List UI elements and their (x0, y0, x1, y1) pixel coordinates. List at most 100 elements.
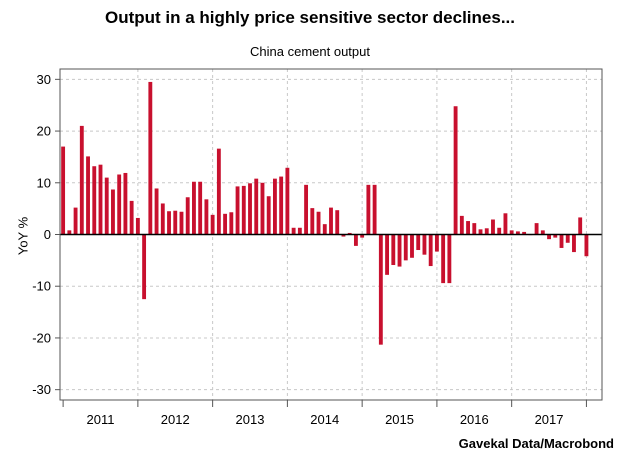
bar (129, 200, 134, 235)
chart-subtitle: China cement output (250, 44, 370, 59)
bar (572, 234, 576, 253)
bar (447, 234, 452, 284)
bar (372, 184, 377, 235)
bar (484, 228, 489, 235)
bar (410, 234, 414, 258)
y-tick-label: 30 (37, 72, 51, 87)
bar (466, 221, 470, 235)
bar (160, 203, 165, 235)
bar (565, 234, 570, 243)
y-tick-label: 0 (44, 227, 51, 242)
x-tick-label: 2014 (310, 412, 339, 427)
bar (248, 183, 252, 235)
bar (104, 177, 109, 235)
bar (441, 234, 446, 284)
bar (266, 196, 271, 235)
bar (584, 234, 589, 257)
bar (279, 176, 284, 235)
bar (540, 230, 545, 235)
bar (223, 213, 228, 235)
bar (459, 215, 464, 235)
y-tick-label: 10 (37, 175, 51, 190)
bar (291, 227, 296, 235)
bar (272, 178, 277, 235)
bar (335, 210, 340, 235)
bar (391, 234, 396, 266)
bar (403, 234, 408, 261)
x-tick-label: 2016 (460, 412, 489, 427)
bar (316, 211, 321, 235)
x-tick-label: 2012 (161, 412, 190, 427)
bar (204, 199, 209, 235)
bar (297, 227, 302, 235)
bar (329, 207, 333, 235)
bar (198, 181, 203, 235)
bar (92, 166, 97, 235)
bar (453, 106, 458, 235)
bar (142, 234, 147, 300)
x-tick-label: 2013 (236, 412, 265, 427)
bar (111, 189, 115, 235)
bar (578, 217, 583, 235)
bar (123, 172, 128, 235)
bar (378, 234, 383, 345)
bar (497, 227, 502, 235)
bar (185, 197, 190, 235)
bar (385, 234, 390, 275)
bar (472, 223, 477, 235)
bar (559, 234, 564, 248)
bar (67, 230, 72, 235)
bar (254, 178, 259, 235)
x-tick-label: 2011 (87, 412, 115, 427)
bar (515, 231, 520, 235)
bar (341, 234, 346, 237)
bar (73, 207, 78, 235)
bar (422, 234, 427, 255)
bar (98, 164, 103, 235)
bar (310, 208, 315, 235)
bar (79, 125, 84, 235)
bar (260, 182, 265, 235)
bar (547, 234, 551, 240)
bar (173, 210, 178, 235)
bar (522, 231, 527, 235)
bar (192, 181, 196, 235)
bar (434, 234, 439, 252)
bar (86, 156, 90, 235)
bar (229, 212, 234, 235)
bar (478, 229, 483, 235)
bar (304, 184, 309, 235)
bar (241, 185, 246, 235)
bar (154, 188, 159, 235)
bar (366, 184, 371, 235)
bar (503, 213, 508, 235)
bar (553, 234, 558, 238)
chart-title: Output in a highly price sensitive secto… (104, 8, 515, 27)
y-tick-label: -10 (32, 279, 51, 294)
plot-frame (59, 68, 603, 401)
bar (428, 234, 433, 267)
bar (509, 230, 514, 235)
bar (491, 219, 495, 235)
bar (148, 81, 153, 235)
bar (117, 174, 122, 235)
bar (416, 234, 421, 251)
source-label: Gavekal Data/Macrobond (458, 436, 614, 451)
y-tick-label: -20 (32, 330, 51, 345)
bar (397, 234, 402, 267)
bar (210, 214, 215, 235)
bar (322, 224, 327, 235)
bar (61, 146, 66, 235)
x-tick-label: 2017 (535, 412, 564, 427)
y-tick-label: 20 (37, 124, 51, 139)
bar (216, 148, 221, 235)
bar (285, 167, 290, 235)
bar (179, 211, 184, 235)
x-tick-label: 2015 (385, 412, 414, 427)
bar (167, 211, 171, 235)
bar (135, 217, 140, 235)
bar (360, 234, 365, 238)
bar (353, 234, 358, 246)
bar (534, 223, 539, 235)
